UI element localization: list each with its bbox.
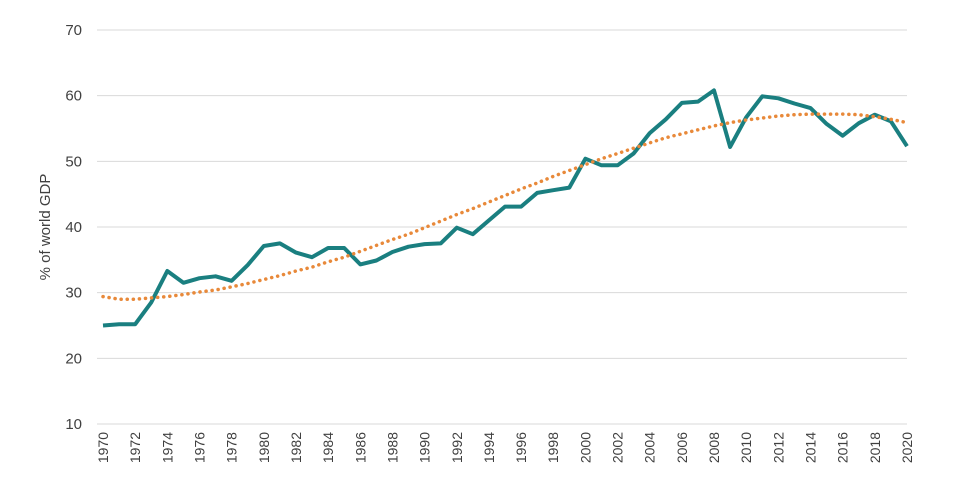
x-tick-label: 1992: [449, 432, 465, 463]
x-tick-label: 2004: [642, 432, 658, 463]
x-tick-label: 2002: [610, 432, 626, 463]
y-tick-label: 10: [65, 416, 82, 433]
y-axis-ticks: 10 20 30 40 50 60 70: [65, 22, 82, 433]
x-tick-label: 1988: [384, 432, 400, 463]
x-tick-label: 2010: [738, 432, 754, 463]
x-tick-label: 1982: [288, 432, 304, 463]
x-tick-label: 1984: [320, 432, 336, 463]
x-tick-label: 1990: [417, 432, 433, 463]
y-tick-label: 20: [65, 350, 82, 367]
series-line: [102, 88, 909, 328]
y-tick-label: 60: [65, 88, 82, 105]
x-tick-label: 2014: [803, 432, 819, 463]
x-tick-label: 1974: [159, 432, 175, 463]
gridlines: [97, 29, 907, 425]
trend-line: [101, 112, 909, 301]
x-tick-label: 1978: [224, 432, 240, 463]
y-axis-label: % of world GDP: [37, 174, 54, 281]
y-tick-label: 50: [65, 153, 82, 170]
x-tick-label: 2018: [867, 432, 883, 463]
x-tick-label: 1996: [513, 432, 529, 463]
x-tick-label: 1976: [191, 432, 207, 463]
x-tick-label: 2016: [835, 432, 851, 463]
x-tick-label: 1998: [545, 432, 561, 463]
x-tick-label: 1994: [481, 432, 497, 463]
y-tick-label: 70: [65, 22, 82, 39]
y-tick-label: 40: [65, 219, 82, 236]
series-layer: [101, 88, 909, 328]
x-tick-label: 1970: [95, 432, 111, 463]
x-tick-label: 2020: [899, 432, 915, 463]
y-tick-label: 30: [65, 285, 82, 302]
x-tick-label: 2000: [577, 432, 593, 463]
x-tick-label: 1986: [352, 432, 368, 463]
x-tick-label: 1980: [256, 432, 272, 463]
x-tick-label: 1972: [127, 432, 143, 463]
x-tick-label: 2006: [674, 432, 690, 463]
x-tick-label: 2008: [706, 432, 722, 463]
x-axis-ticks: 1970 1972 1974 1976 1978 1980 1982 1984 1986 1988…: [95, 432, 915, 463]
x-tick-label: 2012: [770, 432, 786, 463]
